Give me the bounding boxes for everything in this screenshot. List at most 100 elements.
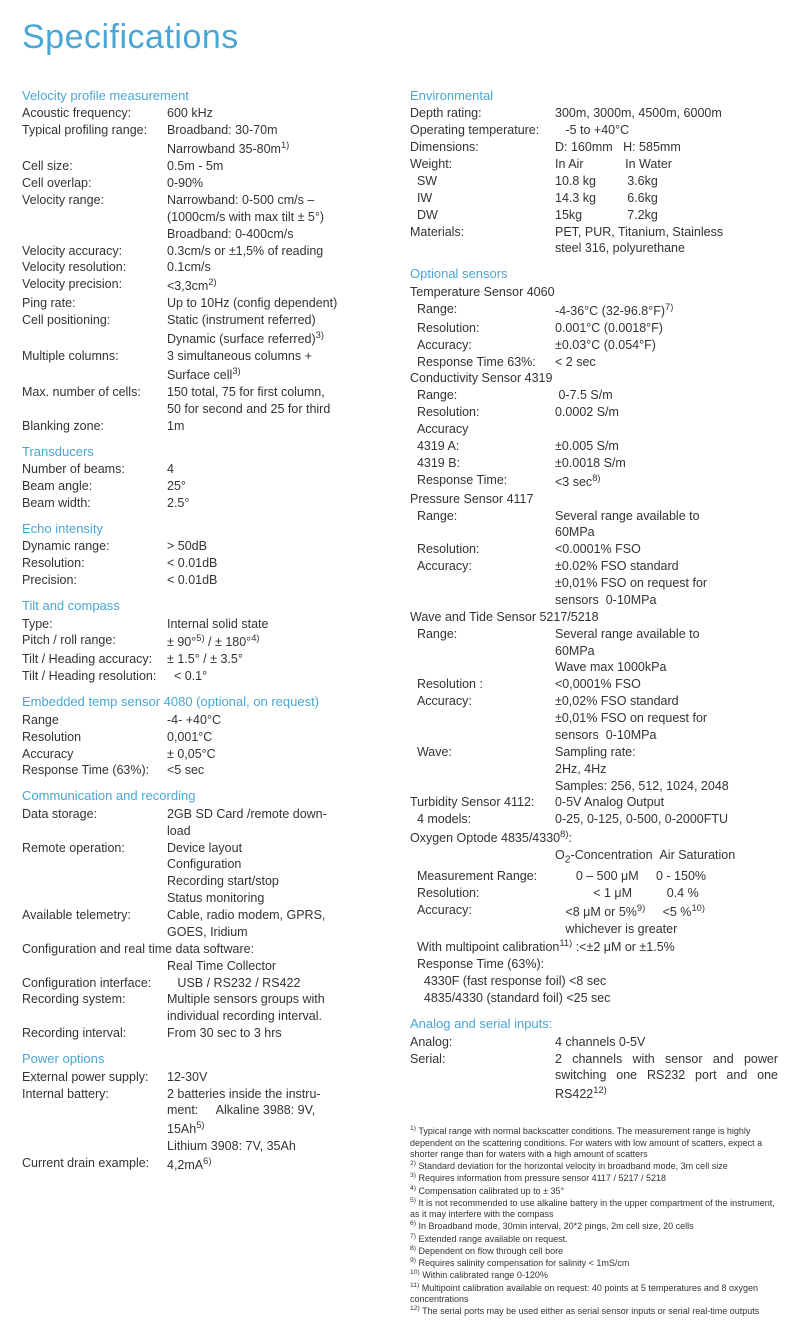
spec-label (22, 1102, 167, 1119)
spec-value: 15Ah5) (167, 1119, 390, 1138)
spec-value: ±0,02% FSO standard (555, 693, 778, 710)
spec-label: Cell size: (22, 158, 167, 175)
spec-value: < 0.01dB (167, 555, 390, 572)
spec-value: ± 1.5° / ± 3.5° (167, 651, 390, 668)
spec-label: Number of beams: (22, 461, 167, 478)
spec-label: Serial: (410, 1051, 555, 1104)
spec-value: 4 (167, 461, 390, 478)
spec-value: -4- +40°C (167, 712, 390, 729)
left-column: Velocity profile measurementAcoustic fre… (22, 79, 390, 1317)
spec-label: Recording interval: (22, 1025, 167, 1042)
spec-row: Weight:In Air In Water (410, 156, 778, 173)
spec-label: Cell positioning: (22, 312, 167, 329)
section-head: Analog and serial inputs: (410, 1015, 778, 1033)
spec-label (410, 778, 555, 795)
spec-value: <0.0001% FSO (555, 541, 778, 558)
spec-label: 4 models: (410, 811, 555, 828)
spec-label: Resolution: (410, 320, 555, 337)
spec-full: Response Time (63%): (410, 956, 544, 973)
section-head: Embedded temp sensor 4080 (optional, on … (22, 693, 390, 711)
spec-row: Precision:< 0.01dB (22, 572, 390, 589)
spec-value: 2GB SD Card /remote down- (167, 806, 390, 823)
section-head: Communication and recording (22, 787, 390, 805)
spec-value: < 2 sec (555, 354, 778, 371)
spec-value: ±0.0018 S/m (555, 455, 778, 472)
spec-label: External power supply: (22, 1069, 167, 1086)
spec-value: PET, PUR, Titanium, Stainless (555, 224, 778, 241)
spec-label: DW (410, 207, 555, 224)
footnote: 7) Extended range available on request. (410, 1233, 778, 1245)
spec-value: < 0.01dB (167, 572, 390, 589)
section-head: Power options (22, 1050, 390, 1068)
spec-row: Operating temperature: -5 to +40°C (410, 122, 778, 139)
spec-label (410, 643, 555, 660)
spec-value: 25° (167, 478, 390, 495)
spec-label: Accuracy: (410, 902, 555, 921)
spec-label: Resolution : (410, 676, 555, 693)
spec-label: Type: (22, 616, 167, 633)
section-head: Tilt and compass (22, 597, 390, 615)
spec-value: 2 batteries inside the instru- (167, 1086, 390, 1103)
spec-value: Surface cell3) (167, 365, 390, 384)
spec-row: Wave max 1000kPa (410, 659, 778, 676)
spec-row: load (22, 823, 390, 840)
spec-value: 4,2mA6) (167, 1155, 390, 1174)
spec-label (410, 761, 555, 778)
spec-row: 4319 A:±0.005 S/m (410, 438, 778, 455)
spec-row: ±0,01% FSO on request for (410, 575, 778, 592)
spec-row: Range:-4-36°C (32-96.8°F)7) (410, 301, 778, 320)
spec-label: Response Time 63%: (410, 354, 555, 371)
spec-value: Broadband: 0-400cm/s (167, 226, 390, 243)
spec-row: Available telemetry:Cable, radio modem, … (22, 907, 390, 924)
spec-value: 10.8 kg 3.6kg (555, 173, 778, 190)
spec-value: ± 90°5) / ± 180°4) (167, 632, 390, 651)
spec-row: SW10.8 kg 3.6kg (410, 173, 778, 190)
spec-label (22, 329, 167, 348)
spec-row: Materials:PET, PUR, Titanium, Stainless (410, 224, 778, 241)
spec-label: Current drain example: (22, 1155, 167, 1174)
spec-label (22, 823, 167, 840)
right-column: EnvironmentalDepth rating:300m, 3000m, 4… (410, 79, 778, 1317)
spec-label (410, 240, 555, 257)
spec-value: Multiple sensors groups with (167, 991, 390, 1008)
spec-label: Velocity accuracy: (22, 243, 167, 260)
spec-row: Depth rating:300m, 3000m, 4500m, 6000m (410, 105, 778, 122)
spec-row: Beam angle:25° (22, 478, 390, 495)
spec-label: Resolution (22, 729, 167, 746)
spec-row: Multiple columns:3 simultaneous columns … (22, 348, 390, 365)
spec-value: GOES, Iridium (167, 924, 390, 941)
spec-full: Conductivity Sensor 4319 (410, 370, 552, 387)
spec-value: ± 0,05°C (167, 746, 390, 763)
spec-value: Broadband: 30-70m (167, 122, 390, 139)
spec-value: -5 to +40°C (555, 122, 778, 139)
spec-label: Internal battery: (22, 1086, 167, 1103)
spec-value: D: 160mm H: 585mm (555, 139, 778, 156)
spec-row: Real Time Collector (22, 958, 390, 975)
spec-row: DW15kg 7.2kg (410, 207, 778, 224)
footnote: 2) Standard deviation for the horizontal… (410, 1160, 778, 1172)
spec-label (22, 1119, 167, 1138)
spec-row: Velocity resolution:0.1cm/s (22, 259, 390, 276)
spec-row: External power supply:12-30V (22, 1069, 390, 1086)
spec-value: Several range available to (555, 508, 778, 525)
spec-row: steel 316, polyurethane (410, 240, 778, 257)
spec-value: Dynamic (surface referred)3) (167, 329, 390, 348)
spec-value: Device layout (167, 840, 390, 857)
spec-row: Beam width:2.5° (22, 495, 390, 512)
spec-row: Ping rate:Up to 10Hz (config dependent) (22, 295, 390, 312)
spec-label: Range: (410, 387, 555, 404)
spec-value: 50 for second and 25 for third (167, 401, 390, 418)
spec-row: Recording system:Multiple sensors groups… (22, 991, 390, 1008)
spec-value: Narrowband 35-80m1) (167, 139, 390, 158)
spec-value: 0-25, 0-125, 0-500, 0-2000FTU (555, 811, 778, 828)
spec-row: Dynamic (surface referred)3) (22, 329, 390, 348)
spec-label: IW (410, 190, 555, 207)
spec-row: Pitch / roll range:± 90°5) / ± 180°4) (22, 632, 390, 651)
spec-row: Internal battery:2 batteries inside the … (22, 1086, 390, 1103)
spec-value: 0.001°C (0.0018°F) (555, 320, 778, 337)
spec-label (22, 873, 167, 890)
spec-row: Status monitoring (22, 890, 390, 907)
footnote: 3) Requires information from pressure se… (410, 1172, 778, 1184)
spec-row: Response Time 63%:< 2 sec (410, 354, 778, 371)
spec-value: 15kg 7.2kg (555, 207, 778, 224)
